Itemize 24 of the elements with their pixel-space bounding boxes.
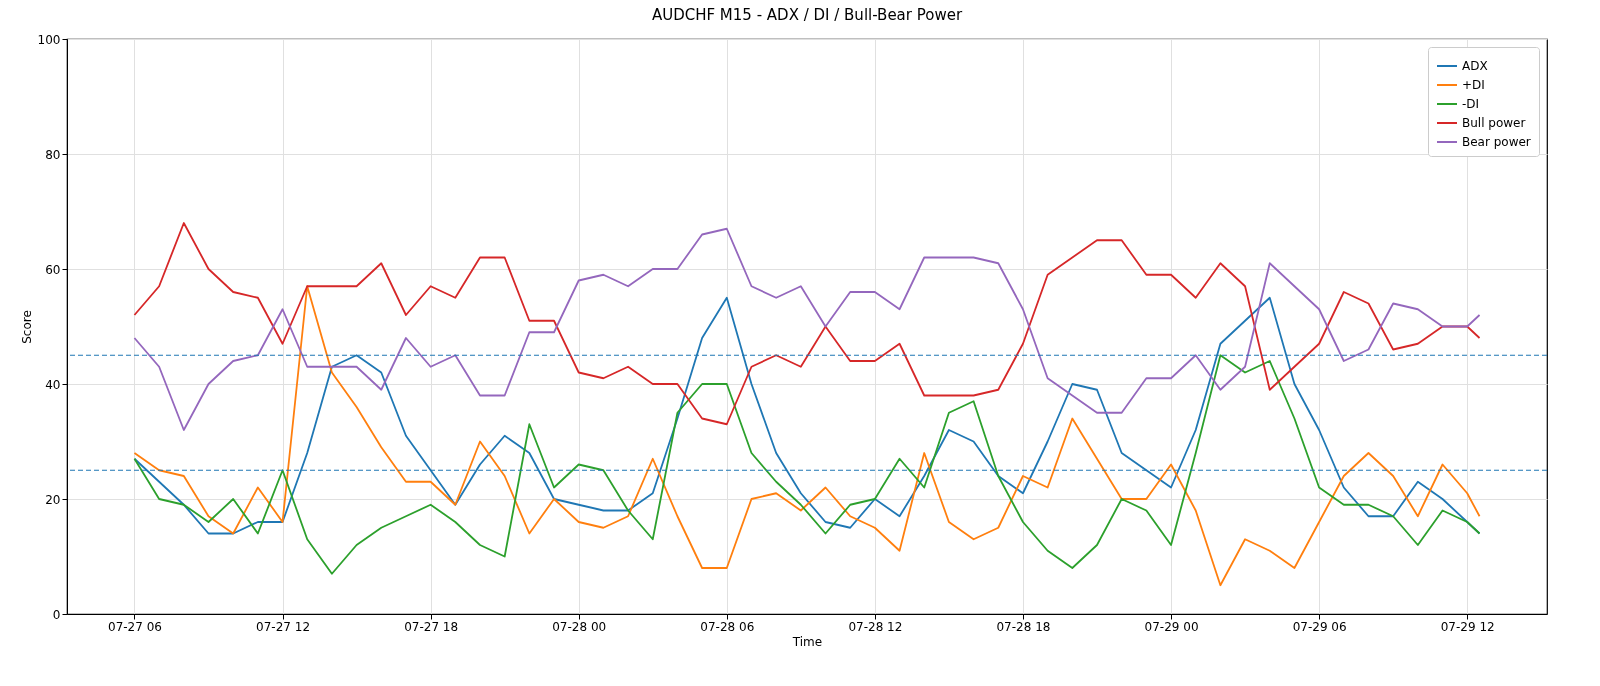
legend-label: Bull power — [1462, 116, 1526, 130]
y-axis-title: Score — [19, 310, 34, 344]
legend-label: -DI — [1462, 97, 1480, 111]
x-tick-label: 07-28 12 — [848, 619, 903, 634]
x-tick-label: 07-27 18 — [404, 619, 459, 634]
y-tick-label: 60 — [45, 262, 61, 277]
x-tick-label: 07-28 00 — [552, 619, 607, 634]
legend-label: ADX — [1462, 59, 1488, 73]
x-tick-label: 07-27 12 — [256, 619, 311, 634]
legend-label: +DI — [1462, 78, 1485, 92]
y-tick-label: 20 — [45, 492, 61, 507]
x-tick-label: 07-29 00 — [1144, 619, 1199, 634]
y-tick-label: 80 — [45, 147, 61, 162]
y-tick-label: 40 — [45, 377, 61, 392]
y-tick-label: 100 — [37, 32, 61, 47]
legend-label: Bear power — [1462, 135, 1531, 149]
y-tick-label: 0 — [52, 607, 61, 622]
x-tick-label: 07-27 06 — [107, 619, 162, 634]
x-tick-label: 07-28 18 — [996, 619, 1051, 634]
x-tick-label: 07-29 12 — [1440, 619, 1495, 634]
chart-title: AUDCHF M15 - ADX / DI / Bull-Bear Power — [651, 6, 963, 24]
x-axis-title: Time — [791, 634, 823, 649]
x-tick-label: 07-29 06 — [1292, 619, 1347, 634]
x-tick-label: 07-28 06 — [700, 619, 755, 634]
